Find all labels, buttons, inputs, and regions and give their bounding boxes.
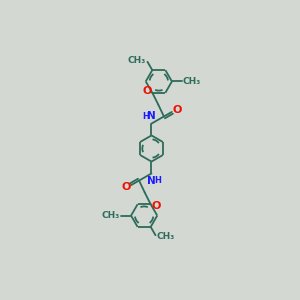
Text: H: H (143, 112, 150, 121)
Text: O: O (121, 182, 130, 192)
Text: O: O (172, 106, 182, 116)
Text: CH₃: CH₃ (102, 211, 120, 220)
Text: O: O (151, 201, 160, 211)
Text: CH₃: CH₃ (183, 77, 201, 86)
Text: CH₃: CH₃ (128, 56, 146, 65)
Text: CH₃: CH₃ (157, 232, 175, 241)
Text: O: O (142, 86, 152, 96)
Text: H: H (154, 176, 161, 185)
Text: N: N (147, 111, 156, 121)
Text: N: N (147, 176, 156, 186)
